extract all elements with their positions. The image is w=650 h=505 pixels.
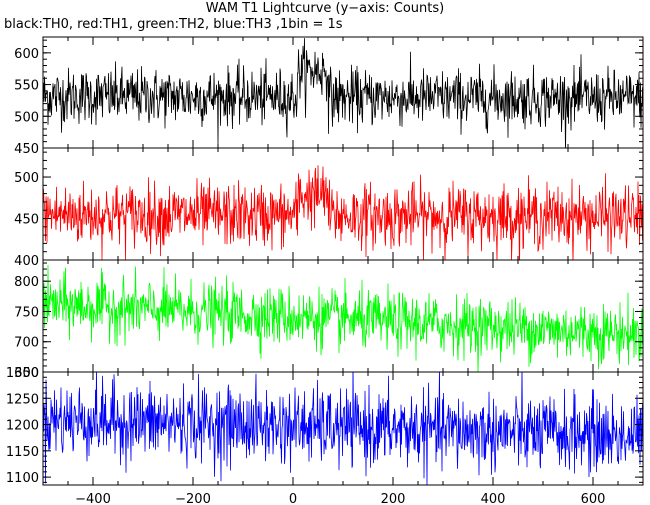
y-tick-label: 550	[14, 79, 39, 94]
y-tick-label: 800	[14, 275, 39, 290]
series-th3	[43, 372, 643, 485]
y-tick-label: 1200	[6, 419, 39, 434]
y-tick-label: 750	[14, 305, 39, 320]
x-tick-label: −400	[75, 492, 111, 505]
y-tick-label: 450	[14, 213, 39, 228]
y-tick-label: 600	[14, 47, 39, 62]
x-tick-label: 200	[381, 492, 406, 505]
y-tick-label: 1150	[6, 445, 39, 460]
series-th1	[43, 165, 643, 260]
y-tick-label: 1300	[6, 366, 39, 381]
y-tick-label: 450	[14, 142, 39, 157]
x-tick-label: 0	[289, 492, 297, 505]
y-tick-label: 400	[14, 254, 39, 269]
y-tick-label: 500	[14, 110, 39, 125]
series-th2	[43, 264, 643, 372]
chart-title: WAM T1 Lightcurve (y−axis: Counts)	[205, 1, 445, 16]
x-tick-label: 400	[481, 492, 506, 505]
x-tick-label: 600	[581, 492, 606, 505]
y-tick-label: 1250	[6, 392, 39, 407]
x-tick-label: −200	[175, 492, 211, 505]
y-tick-label: 500	[14, 171, 39, 186]
y-tick-label: 700	[14, 336, 39, 351]
y-tick-label: 650	[14, 366, 39, 381]
y-tick-label: 1100	[6, 471, 39, 486]
chart-subtitle: black:TH0, red:TH1, green:TH2, blue:TH3 …	[4, 17, 343, 32]
series-th0	[43, 38, 643, 148]
